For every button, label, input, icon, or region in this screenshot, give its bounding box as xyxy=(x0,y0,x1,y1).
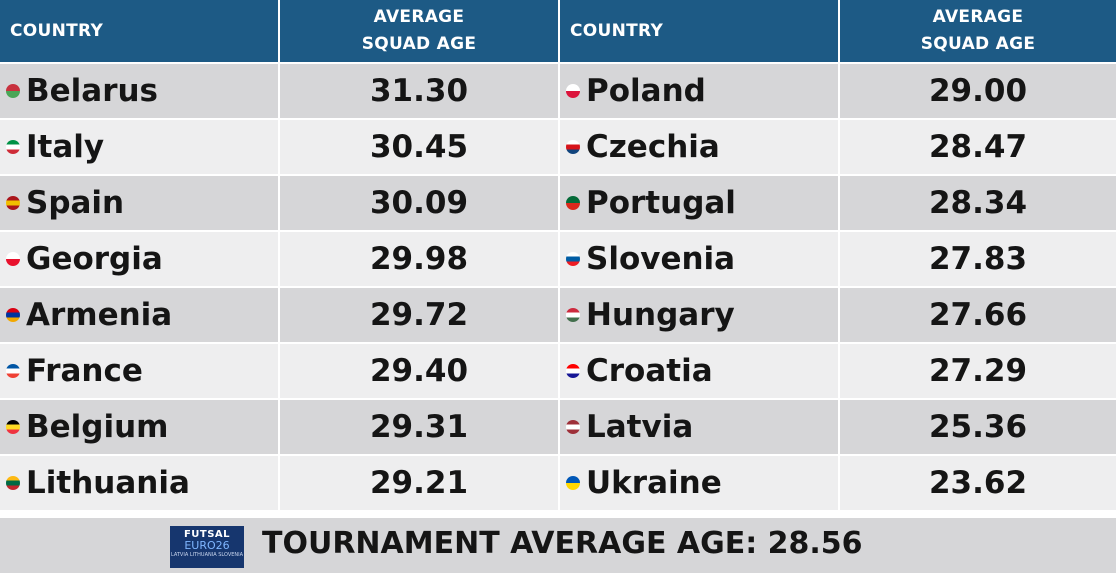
squad-age-value: 25.36 xyxy=(840,398,1116,454)
country-name: Portugal xyxy=(586,185,736,221)
country-cell: Georgia xyxy=(0,230,280,286)
squad-age-value: 30.45 xyxy=(280,118,560,174)
squad-age-value: 29.21 xyxy=(280,454,560,510)
country-name: Ukraine xyxy=(586,465,722,501)
squad-age-value: 28.34 xyxy=(840,174,1116,230)
country-cell: Latvia xyxy=(560,398,840,454)
table-body: Belarus 31.30 Poland 29.00 Italy 30.45 Czechia… xyxy=(0,62,1116,510)
country-name: Poland xyxy=(586,73,706,109)
country-name: France xyxy=(26,353,143,389)
flag-icon xyxy=(6,475,20,490)
header-age-left: AVERAGE SQUAD AGE xyxy=(280,0,560,62)
squad-age-value: 29.98 xyxy=(280,230,560,286)
squad-age-value: 27.29 xyxy=(840,342,1116,398)
logo-line1: FUTSAL xyxy=(183,529,231,540)
country-cell: Hungary xyxy=(560,286,840,342)
header-country-right: COUNTRY xyxy=(560,0,840,62)
flag-icon xyxy=(6,363,20,378)
country-cell: Italy xyxy=(0,118,280,174)
country-name: Hungary xyxy=(586,297,735,333)
country-cell: Spain xyxy=(0,174,280,230)
flag-icon xyxy=(6,83,20,98)
squad-age-value: 27.83 xyxy=(840,230,1116,286)
squad-age-value: 28.47 xyxy=(840,118,1116,174)
flag-icon xyxy=(566,307,580,322)
flag-icon xyxy=(566,419,580,434)
country-name: Belgium xyxy=(26,409,169,445)
country-cell: Poland xyxy=(560,62,840,118)
country-name: Armenia xyxy=(26,297,173,333)
logo-line3: LATVIA LITHUANIA SLOVENIA xyxy=(170,552,244,558)
flag-icon xyxy=(6,307,20,322)
flag-icon xyxy=(6,195,20,210)
flag-icon xyxy=(566,139,580,154)
squad-age-value: 29.72 xyxy=(280,286,560,342)
flag-icon xyxy=(566,83,580,98)
squad-age-value: 31.30 xyxy=(280,62,560,118)
country-name: Slovenia xyxy=(586,241,736,277)
country-cell: Ukraine xyxy=(560,454,840,510)
header-age-line2: SQUAD AGE xyxy=(361,34,477,54)
squad-age-value: 29.31 xyxy=(280,398,560,454)
country-cell: France xyxy=(0,342,280,398)
flag-icon xyxy=(6,419,20,434)
logo-line2: EURO26 xyxy=(184,539,230,552)
squad-age-value: 30.09 xyxy=(280,174,560,230)
header-age-right: AVERAGE SQUAD AGE xyxy=(840,0,1116,62)
country-cell: Slovenia xyxy=(560,230,840,286)
squad-age-value: 29.00 xyxy=(840,62,1116,118)
squad-age-value: 23.62 xyxy=(840,454,1116,510)
flag-icon xyxy=(566,195,580,210)
country-name: Croatia xyxy=(586,353,713,389)
country-cell: Belgium xyxy=(0,398,280,454)
tournament-average-label: TOURNAMENT AVERAGE AGE: 28.56 xyxy=(262,526,863,561)
country-name: Belarus xyxy=(26,73,159,109)
country-cell: Belarus xyxy=(0,62,280,118)
country-name: Lithuania xyxy=(26,465,190,501)
table-row: Belarus 31.30 Poland 29.00 xyxy=(0,62,1116,118)
country-cell: Armenia xyxy=(0,286,280,342)
squad-age-table: COUNTRY AVERAGE SQUAD AGE COUNTRY AVERAG… xyxy=(0,0,1116,510)
country-name: Italy xyxy=(26,129,105,165)
table-row: Belgium 29.31 Latvia 25.36 xyxy=(0,398,1116,454)
squad-age-value: 27.66 xyxy=(840,286,1116,342)
table-row: France 29.40 Croatia 27.29 xyxy=(0,342,1116,398)
table-row: Georgia 29.98 Slovenia 27.83 xyxy=(0,230,1116,286)
header-age-line2: SQUAD AGE xyxy=(920,34,1036,54)
country-cell: Lithuania xyxy=(0,454,280,510)
country-name: Georgia xyxy=(26,241,163,277)
country-cell: Portugal xyxy=(560,174,840,230)
table-row: Spain 30.09 Portugal 28.34 xyxy=(0,174,1116,230)
country-cell: Czechia xyxy=(560,118,840,174)
flag-icon xyxy=(566,251,580,266)
country-name: Czechia xyxy=(586,129,720,165)
table-header-row: COUNTRY AVERAGE SQUAD AGE COUNTRY AVERAG… xyxy=(0,0,1116,62)
country-cell: Croatia xyxy=(560,342,840,398)
futsal-euro-logo: FUTSAL EURO26 LATVIA LITHUANIA SLOVENIA xyxy=(170,526,244,568)
country-name: Latvia xyxy=(586,409,694,445)
header-age-line1: AVERAGE xyxy=(373,7,465,27)
squad-age-value: 29.40 xyxy=(280,342,560,398)
table-row: Armenia 29.72 Hungary 27.66 xyxy=(0,286,1116,342)
table-row: Lithuania 29.21 Ukraine 23.62 xyxy=(0,454,1116,510)
flag-icon xyxy=(566,363,580,378)
flag-icon xyxy=(6,139,20,154)
country-name: Spain xyxy=(26,185,125,221)
tournament-average-bar: FUTSAL EURO26 LATVIA LITHUANIA SLOVENIA … xyxy=(0,516,1116,573)
table-row: Italy 30.45 Czechia 28.47 xyxy=(0,118,1116,174)
flag-icon xyxy=(6,251,20,266)
flag-icon xyxy=(566,475,580,490)
header-age-line1: AVERAGE xyxy=(932,7,1024,27)
header-country-left: COUNTRY xyxy=(0,0,280,62)
